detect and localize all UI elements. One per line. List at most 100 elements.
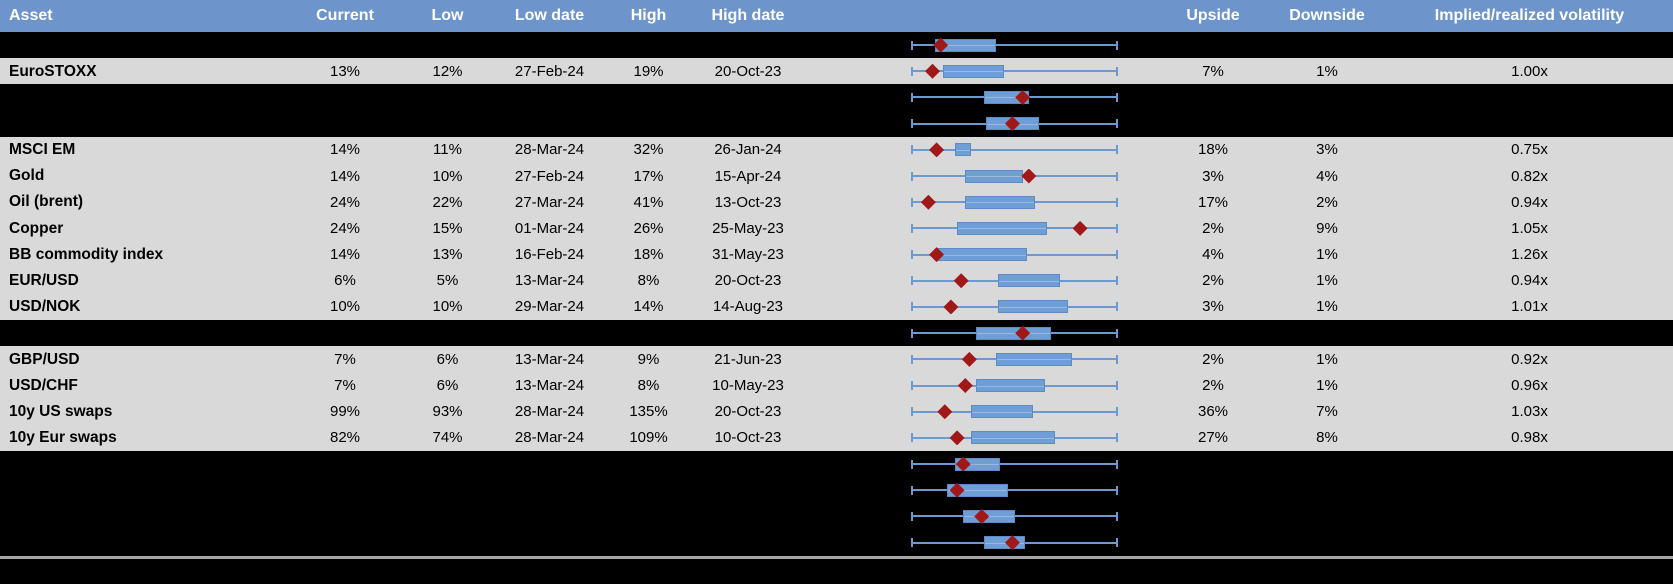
boxplot-box: [946, 483, 1009, 497]
column-header-upside: Upside: [1186, 7, 1240, 24]
cell-current: 13%: [329, 62, 361, 80]
boxplot-high-cap: [1116, 538, 1118, 548]
boxplot-whisker: [912, 463, 1117, 466]
boxplot-high-cap: [1116, 40, 1118, 50]
boxplot: [798, 294, 1158, 320]
boxplot-current-marker-icon: [1004, 535, 1020, 551]
boxplot-box: [965, 195, 1035, 209]
column-header-high-date: High date: [711, 7, 785, 24]
boxplot-high-cap: [1116, 328, 1118, 338]
boxplot-high-cap: [1116, 459, 1118, 469]
table-row-eur-usd: EUR/USD 6% 5% 13-Mar-24 8% 20-Oct-23 2% …: [0, 267, 1673, 294]
cell-implied-realized-volatility: 0.92x: [1511, 350, 1548, 368]
boxplot-current-marker-icon: [1004, 116, 1020, 132]
cell-high-date: 10-May-23: [712, 377, 784, 395]
cell-current: 14%: [329, 167, 361, 185]
cell-high: 32%: [633, 141, 664, 159]
boxplot-current-marker-icon: [933, 37, 949, 53]
cell-asset: 10y US swaps: [9, 402, 113, 420]
cell-implied-realized-volatility: 1.26x: [1511, 246, 1548, 264]
boxplot-high-cap: [1116, 197, 1118, 207]
cell-low: 6%: [436, 377, 459, 395]
cell-high-date: 26-Jan-24: [714, 141, 782, 159]
boxplot-current-marker-icon: [953, 273, 969, 289]
cell-downside: 2%: [1316, 193, 1338, 211]
boxplot-whisker: [912, 148, 1117, 151]
cell-low: 11%: [433, 141, 462, 159]
cell-low-date: 28-Mar-24: [514, 141, 585, 159]
boxplot: [798, 268, 1158, 294]
cell-downside: 1%: [1316, 246, 1338, 264]
boxplot-current-marker-icon: [1021, 168, 1037, 184]
cell-low: 93%: [432, 403, 463, 421]
cell-high: 14%: [633, 298, 664, 316]
boxplot-low-cap: [911, 328, 913, 338]
hidden-row: [0, 110, 1673, 137]
cell-upside: 17%: [1197, 193, 1229, 211]
table-row-usd-chf: USD/CHF 7% 6% 13-Mar-24 8% 10-May-23 2% …: [0, 372, 1673, 399]
boxplot-box: [998, 300, 1068, 314]
boxplot: [798, 137, 1158, 163]
boxplot-current-marker-icon: [1072, 220, 1088, 236]
cell-high-date: 31-May-23: [712, 246, 784, 264]
cell-upside: 2%: [1202, 219, 1224, 237]
cell-implied-realized-volatility: 0.98x: [1511, 429, 1548, 447]
boxplot-low-cap: [911, 223, 913, 233]
cell-downside: 1%: [1316, 272, 1338, 290]
boxplot-current-marker-icon: [957, 378, 973, 394]
table-body: EuroSTOXX 13% 12% 27-Feb-24 19% 20-Oct-2…: [0, 32, 1673, 556]
cell-current: 99%: [329, 403, 361, 421]
boxplot-current-marker-icon: [929, 247, 945, 263]
cell-low-date: 27-Feb-24: [514, 167, 585, 185]
boxplot: [798, 32, 1158, 58]
boxplot-current-marker-icon: [949, 482, 965, 498]
cell-low-date: 01-Mar-24: [514, 219, 585, 237]
boxplot-whisker: [912, 44, 1117, 47]
boxplot-low-cap: [911, 145, 913, 155]
column-header-implied-realized-volatility: Implied/realized volatility: [1434, 7, 1625, 24]
cell-asset: USD/CHF: [9, 376, 78, 394]
boxplot: [798, 215, 1158, 241]
table-row-10y-eur-swaps: 10y Eur swaps 82% 74% 28-Mar-24 109% 10-…: [0, 424, 1673, 451]
boxplot: [798, 346, 1158, 372]
cell-upside: 4%: [1202, 246, 1224, 264]
boxplot: [798, 399, 1158, 425]
boxplot-high-cap: [1116, 145, 1118, 155]
cell-downside: 4%: [1316, 167, 1338, 185]
cell-high-date: 13-Oct-23: [714, 193, 782, 211]
cell-asset: Oil (brent): [9, 193, 84, 211]
boxplot-low-cap: [911, 459, 913, 469]
cell-implied-realized-volatility: 1.01x: [1511, 298, 1548, 316]
boxplot-high-cap: [1116, 381, 1118, 391]
cell-high-date: 10-Oct-23: [714, 429, 782, 447]
cell-implied-realized-volatility: 1.00x: [1511, 62, 1548, 80]
hidden-row: [0, 529, 1673, 556]
hidden-row: [0, 477, 1673, 504]
boxplot: [798, 451, 1158, 477]
hidden-row: [0, 320, 1673, 347]
cell-current: 82%: [329, 429, 361, 447]
boxplot-box: [942, 64, 1005, 78]
boxplot: [798, 242, 1158, 268]
cell-high: 26%: [633, 219, 664, 237]
cell-high-date: 20-Oct-23: [714, 403, 782, 421]
hidden-row: [0, 32, 1673, 59]
bottom-divider: [0, 555, 1673, 559]
boxplot-low-cap: [911, 354, 913, 364]
boxplot-low-cap: [911, 171, 913, 181]
cell-downside: 1%: [1316, 377, 1338, 395]
cell-asset: USD/NOK: [9, 298, 81, 316]
column-header-asset: Asset: [9, 7, 53, 24]
cell-upside: 2%: [1202, 272, 1224, 290]
hidden-row: [0, 451, 1673, 478]
table-row-oil-brent-: Oil (brent) 24% 22% 27-Mar-24 41% 13-Oct…: [0, 189, 1673, 216]
cell-upside: 18%: [1197, 141, 1229, 159]
cell-upside: 3%: [1202, 298, 1224, 316]
hidden-row: [0, 84, 1673, 111]
boxplot: [798, 477, 1158, 503]
boxplot-box: [971, 431, 1056, 445]
cell-current: 10%: [329, 298, 361, 316]
cell-current: 14%: [329, 141, 361, 159]
table-header-row: Asset Current Low Low date High High dat…: [0, 0, 1673, 32]
